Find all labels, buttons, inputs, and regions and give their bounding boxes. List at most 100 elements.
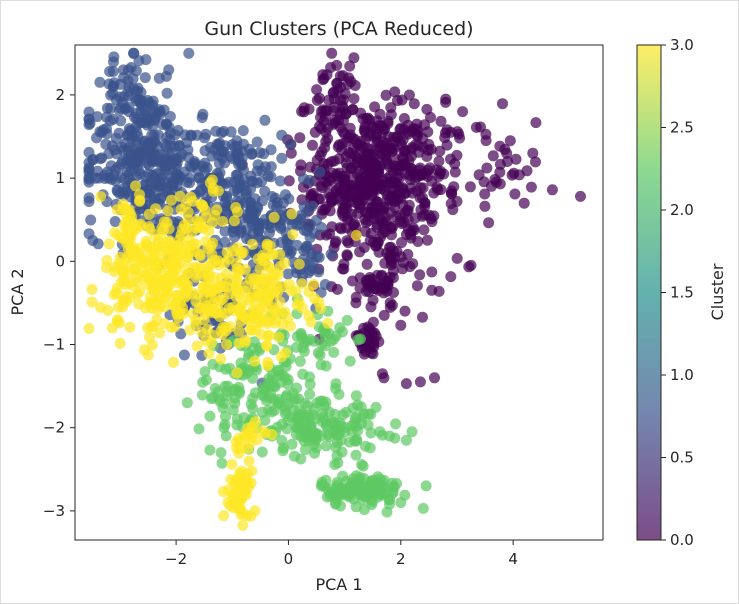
data-point xyxy=(380,211,392,223)
data-point xyxy=(108,266,120,278)
data-point xyxy=(439,132,451,144)
data-point xyxy=(205,337,217,349)
data-point xyxy=(414,376,426,388)
data-point xyxy=(340,108,352,120)
data-point xyxy=(247,176,259,188)
data-point xyxy=(432,184,444,196)
data-point xyxy=(94,76,106,88)
data-point xyxy=(201,269,213,281)
data-point xyxy=(188,239,200,250)
data-point xyxy=(319,204,331,215)
data-point xyxy=(113,127,125,139)
data-point xyxy=(328,101,340,113)
data-point xyxy=(286,438,298,450)
data-point xyxy=(269,404,281,416)
data-point xyxy=(176,247,188,259)
data-point xyxy=(277,445,289,457)
data-point xyxy=(152,129,164,141)
data-point xyxy=(330,378,342,390)
data-point xyxy=(509,188,521,200)
data-point xyxy=(193,423,205,435)
data-point xyxy=(295,209,307,221)
data-point xyxy=(146,138,158,150)
data-point xyxy=(508,167,520,179)
data-point xyxy=(364,442,376,454)
data-point xyxy=(330,185,342,197)
data-point xyxy=(301,240,312,252)
data-point xyxy=(433,285,445,297)
data-point xyxy=(220,430,232,442)
data-point xyxy=(319,279,331,290)
data-point xyxy=(397,134,409,146)
data-point xyxy=(182,214,194,226)
data-point xyxy=(293,258,305,270)
data-point xyxy=(349,133,361,145)
data-point xyxy=(350,501,362,513)
data-point xyxy=(211,204,223,216)
data-point xyxy=(239,336,251,348)
data-point xyxy=(245,477,257,489)
data-point xyxy=(368,341,380,353)
data-point xyxy=(351,435,362,447)
data-point xyxy=(230,202,242,213)
data-point xyxy=(147,154,159,166)
data-point xyxy=(297,173,309,185)
data-point xyxy=(139,72,151,84)
data-point xyxy=(162,236,174,248)
data-point xyxy=(95,302,107,313)
data-point xyxy=(303,286,315,298)
data-point xyxy=(337,263,349,275)
data-point xyxy=(304,388,316,400)
data-point xyxy=(254,263,266,275)
data-point xyxy=(387,176,399,188)
data-point xyxy=(435,165,446,177)
data-point xyxy=(175,275,187,287)
data-point xyxy=(283,193,295,205)
data-point xyxy=(334,94,346,106)
data-point xyxy=(381,143,393,155)
data-point xyxy=(400,378,412,390)
data-point xyxy=(341,250,353,262)
data-point xyxy=(365,427,377,439)
data-point xyxy=(235,493,247,505)
colorbar-tick-label: 2.5 xyxy=(670,119,694,137)
data-point xyxy=(249,505,261,517)
data-point xyxy=(320,440,332,452)
data-point xyxy=(184,177,195,189)
data-point xyxy=(510,153,522,165)
data-point xyxy=(227,404,239,416)
data-point xyxy=(384,297,396,309)
data-point xyxy=(120,216,132,228)
data-point xyxy=(126,279,138,291)
data-point xyxy=(378,309,390,321)
data-point xyxy=(283,278,295,290)
data-point xyxy=(247,304,259,316)
data-point xyxy=(236,483,248,495)
data-point xyxy=(384,430,396,442)
colorbar-label: Cluster xyxy=(708,263,727,320)
data-point xyxy=(265,249,277,261)
data-point xyxy=(271,201,283,213)
data-point xyxy=(247,289,259,301)
data-point xyxy=(207,358,219,370)
data-point xyxy=(326,196,338,208)
data-point xyxy=(95,191,107,203)
data-point xyxy=(457,106,469,118)
data-point xyxy=(149,229,161,241)
data-point xyxy=(248,272,260,284)
data-point xyxy=(159,292,171,304)
data-point xyxy=(285,320,296,332)
data-point xyxy=(275,260,286,272)
data-point xyxy=(385,249,396,261)
data-point xyxy=(243,455,255,467)
data-point xyxy=(372,236,384,248)
data-point xyxy=(309,126,321,138)
data-point xyxy=(403,199,415,211)
data-point xyxy=(285,147,297,159)
data-point xyxy=(174,171,185,183)
data-point xyxy=(302,400,314,412)
data-point xyxy=(399,305,411,317)
data-point xyxy=(337,409,349,421)
data-point xyxy=(501,147,513,159)
